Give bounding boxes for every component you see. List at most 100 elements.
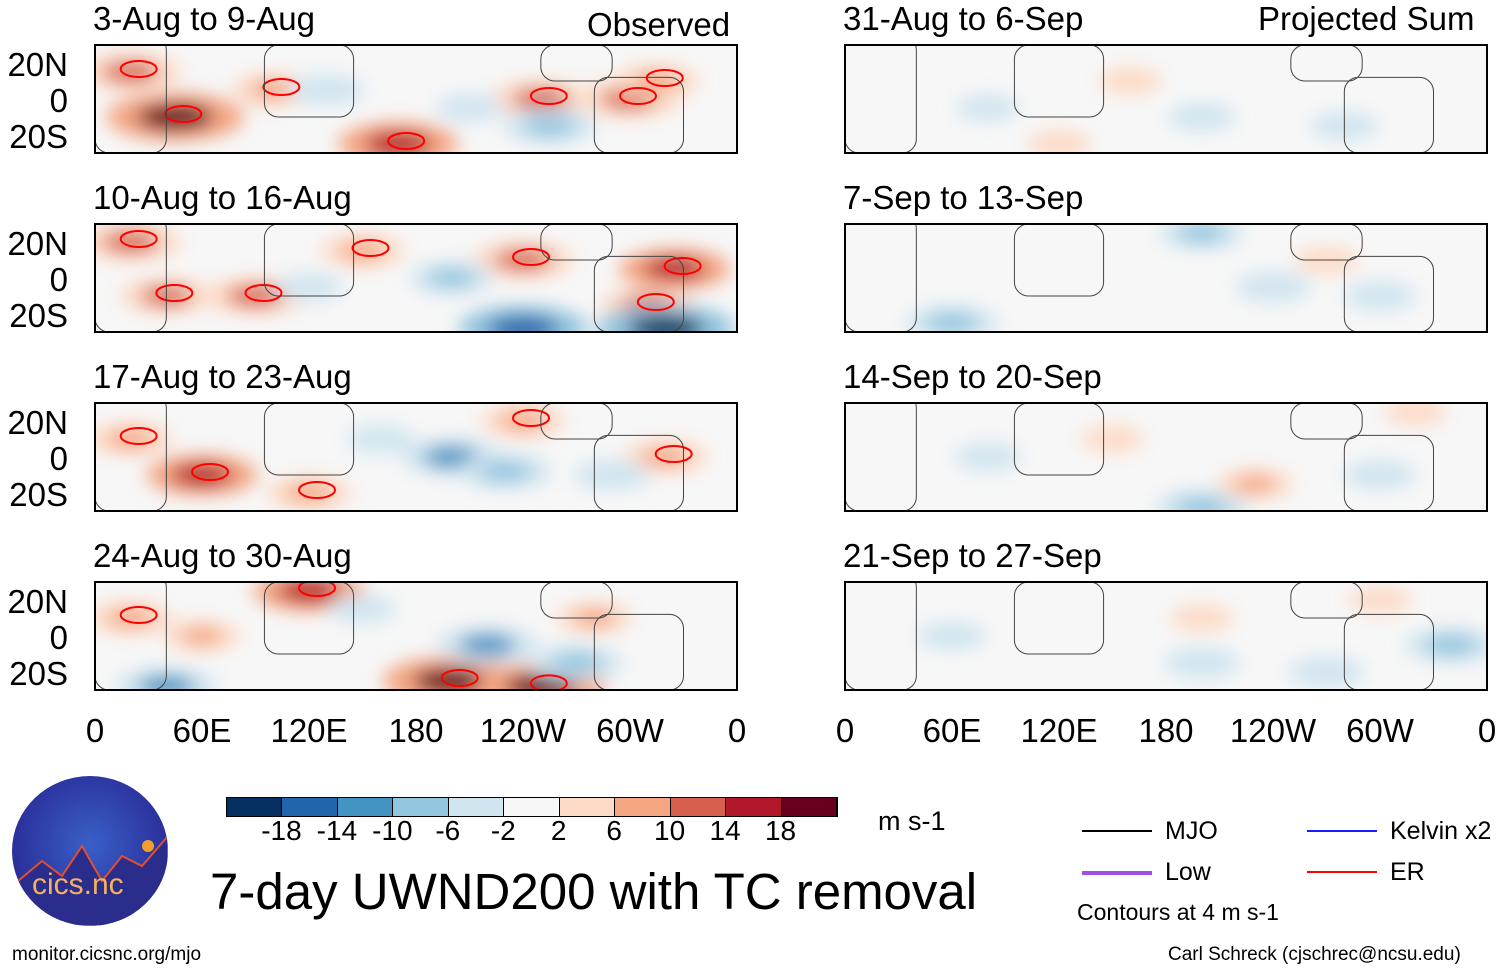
er-contour [191,463,229,481]
anomaly-blob [450,100,489,116]
anomaly-blob [1398,404,1434,420]
anomaly-blob [1095,431,1130,447]
lat-tick-label: 20N [7,583,68,620]
coastline [1290,582,1363,619]
lat-tick-label: 20S [9,476,68,513]
anomaly-blob [1175,497,1228,511]
coastline [845,224,917,332]
anomaly-blob [643,257,706,281]
cics-logo: cics.nc [12,776,168,926]
footer-url[interactable]: monitor.cicsnc.org/mjo [12,944,202,965]
coastline [845,582,917,690]
lat-tick-label: 0 [49,261,68,298]
lon-tick-label: 60E [172,712,232,749]
colorbar-bin [781,798,837,816]
panel-title: 7-Sep to 13-Sep [843,179,1084,216]
coastline [845,403,917,511]
panel-title: 14-Sep to 20-Sep [843,358,1102,395]
anomaly-blob [933,628,971,644]
anomaly-blob [550,653,603,673]
colorbar-bin [504,798,560,816]
coastline [1013,582,1105,655]
er-contour [619,87,657,105]
anomaly-blob [137,103,214,131]
panel-frame [94,581,738,691]
anomaly-blob [1251,278,1295,296]
coastline [1290,403,1363,440]
anomaly-blob [926,313,978,332]
map-panel [844,44,1488,154]
coastline [1013,45,1105,118]
anomaly-blob [1360,287,1400,305]
map-panel [94,44,738,154]
coastline [593,613,684,690]
er-contour [244,284,283,302]
colorbar-bin [559,798,616,816]
legend-line [1307,871,1377,873]
coastline [1343,76,1434,153]
map-panel [844,581,1488,691]
lat-tick-label: 0 [49,82,68,119]
anomaly-blob [1180,654,1223,672]
colorbar-label: 2 [550,815,567,846]
colorbar-bin [393,798,449,816]
anomaly-blob [278,582,340,603]
colorbar-label: 6 [606,815,622,846]
coastline [1343,613,1434,690]
legend-label: Kelvin x2 [1390,817,1492,845]
coastline [263,403,355,476]
anomaly-blob [1184,610,1220,626]
er-contour [262,78,301,96]
er-contour [654,445,693,463]
er-contour [119,606,158,624]
map-panel [94,402,738,512]
anomaly-blob [339,241,386,261]
panel-frame [844,223,1488,333]
map-panel [844,223,1488,333]
anomaly-blob [102,61,159,83]
er-contour [387,132,426,150]
anomaly-blob [305,81,348,99]
er-contour [529,674,568,690]
anomaly-blob [171,463,233,487]
lat-tick-label: 20S [9,297,68,334]
logo-text: cics.nc [32,868,124,901]
anomaly-blob [512,88,570,110]
lat-tick-label: 20S [9,118,68,155]
coastline [1290,224,1363,261]
er-contour [529,87,568,105]
observed-header: Observed [587,6,731,43]
anomaly-blob [107,608,155,628]
coastline [540,224,613,261]
coastline [845,45,917,153]
anomaly-blob [285,483,333,503]
map-panel [94,223,738,333]
lat-tick-label: 20N [7,46,68,83]
er-contour [636,293,675,311]
legend-label: Low [1165,858,1211,886]
coastline [540,403,613,440]
lon-tick-label: 120E [270,712,348,749]
colorbar-bin [227,798,283,816]
er-contour [440,669,479,687]
er-contour [645,69,684,87]
anomaly-blob [1183,109,1221,125]
colorbar-label: -2 [490,815,516,846]
anomaly-blob [180,627,224,645]
anomaly-blob [523,116,576,136]
colorbar-units: m s-1 [878,806,946,836]
lon-tick-label: 180 [1138,712,1194,749]
panel-title: 17-Aug to 23-Aug [93,358,352,395]
anomaly-blob [290,279,328,295]
coastline [95,45,167,153]
map-panel [94,581,738,691]
anomaly-blob [459,634,516,656]
anomaly-blob [1425,635,1478,655]
anomaly-blob [1362,592,1398,608]
colorbar-bin [670,798,727,816]
colorbar-bin [615,798,671,816]
er-contour [119,230,158,248]
coastline [1013,224,1105,297]
colorbar-bin [337,798,394,816]
legend-line [1082,871,1152,875]
